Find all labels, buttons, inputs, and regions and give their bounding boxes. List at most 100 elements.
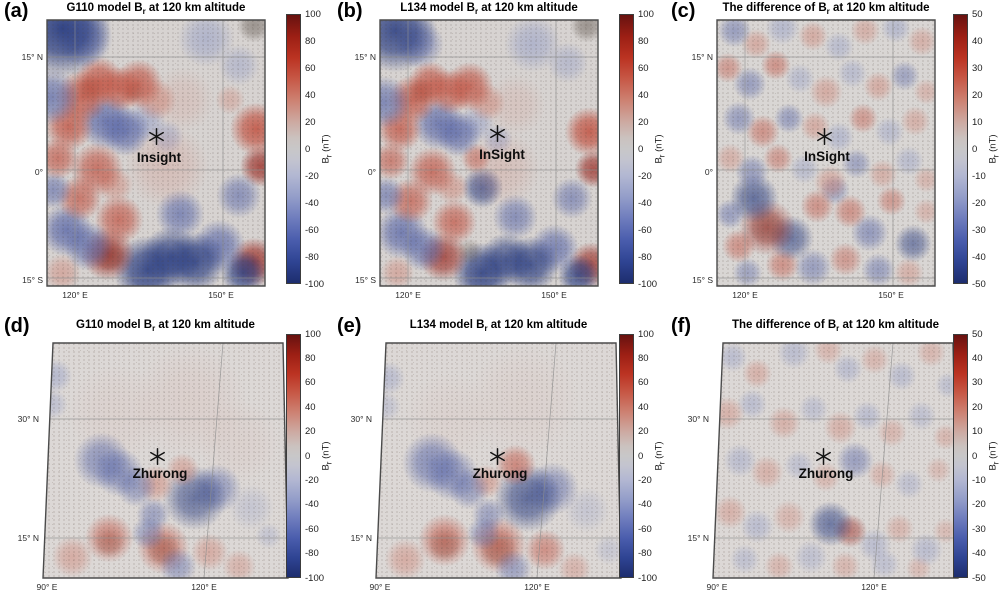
- colorbar-tick-label: -20: [972, 499, 986, 511]
- lon-tick-label: 120° E: [395, 290, 421, 300]
- lat-tick-label: 15° N: [350, 533, 372, 543]
- subscript-r: r: [474, 7, 479, 16]
- colorbar-axis-label: Br (nT): [321, 441, 334, 470]
- colorbar-tick-label: 60: [305, 377, 316, 389]
- panel-letter-label: (f): [671, 315, 691, 337]
- colorbar-tick-label: 100: [305, 8, 321, 20]
- landing-site-star-icon: [149, 128, 164, 145]
- panel-c: (c) The difference of Br at 120 km altitu…: [667, 0, 1000, 300]
- title-text: at 120 km altitude: [155, 319, 255, 331]
- landing-site-label: Zhurong: [472, 466, 528, 481]
- colorbar-tick-label: -50: [972, 278, 986, 290]
- lat-tick-label: 15° N: [21, 52, 43, 62]
- colorbar-tick-label: 60: [305, 62, 316, 74]
- title-text: G110 model B: [66, 2, 143, 14]
- colorbar-tick-label: 100: [638, 8, 654, 20]
- subscript-r: r: [152, 324, 156, 333]
- colorbar: [286, 14, 301, 284]
- title-text: B: [987, 464, 999, 471]
- title-text: The difference of B: [732, 319, 837, 331]
- map-field: [713, 343, 958, 578]
- colorbar-tick-label: 40: [638, 89, 649, 101]
- colorbar-tick-label: -50: [972, 572, 986, 584]
- subscript-r: r: [836, 324, 840, 333]
- colorbar-tick-label: -40: [972, 548, 986, 560]
- title-text: (nT): [987, 441, 999, 462]
- lon-tick-label: 120° E: [191, 582, 217, 592]
- colorbar-axis-label: Br (nT): [988, 441, 1000, 470]
- title-text: at 120 km altitude: [145, 2, 246, 14]
- colorbar-tick-label: -30: [972, 224, 986, 236]
- lat-tick-label: 30° N: [350, 414, 372, 424]
- colorbar-tick-label: 100: [305, 328, 321, 340]
- colorbar-tick-label: -30: [972, 523, 986, 535]
- title-text: B: [653, 464, 665, 471]
- colorbar-tick-label: -40: [638, 499, 652, 511]
- colorbar-tick-label: 80: [305, 352, 316, 364]
- colorbar-tick-label: 40: [972, 35, 983, 47]
- panel-title: G110 model Br at 120 km altitude: [76, 319, 255, 333]
- title-text: (nT): [987, 134, 999, 155]
- grid-and-border-overlay: [379, 19, 599, 287]
- colorbar-tick-label: -10: [972, 474, 986, 486]
- colorbar-axis-label: Br (nT): [654, 134, 667, 163]
- subscript-r: r: [484, 324, 488, 333]
- colorbar-tick-label: -80: [305, 548, 319, 560]
- colorbar-tick-label: -60: [638, 224, 652, 236]
- title-text: at 120 km altitude: [487, 319, 588, 331]
- title-text: B: [987, 157, 999, 164]
- colorbar-tick-label: 0: [305, 143, 311, 155]
- colorbar-tick-label: 40: [638, 401, 649, 413]
- colorbar-tick-label: 20: [972, 401, 983, 413]
- grid-and-border-overlay: [42, 342, 289, 579]
- lat-tick-label: 15° S: [22, 275, 43, 285]
- landing-site-star-icon: [490, 448, 505, 465]
- colorbar-axis-label: Br (nT): [321, 134, 334, 163]
- colorbar-tick-label: 50: [972, 8, 983, 20]
- title-text: at 120 km altitude: [839, 319, 939, 331]
- lat-tick-label: 30° N: [687, 414, 709, 424]
- colorbar-tick-label: 80: [638, 352, 649, 364]
- lat-tick-label: 15° N: [17, 533, 39, 543]
- colorbar-tick-label: 0: [972, 143, 978, 155]
- map: Zhurong: [375, 342, 622, 579]
- colorbar-tick-label: -40: [972, 251, 986, 263]
- colorbar-tick-label: -20: [638, 170, 652, 182]
- landing-site-label: InSight: [804, 149, 850, 164]
- panel-f: (f) The difference of Br at 120 km altitu…: [667, 310, 1000, 595]
- colorbar-tick-label: -20: [305, 474, 319, 486]
- colorbar-tick-label: -10: [972, 170, 986, 182]
- subscript-r: r: [657, 461, 667, 465]
- landing-site-label: Zhurong: [132, 466, 188, 481]
- lat-tick-label: 15° N: [691, 52, 713, 62]
- colorbar-tick-label: -40: [305, 197, 319, 209]
- title-text: B: [320, 157, 332, 164]
- title-text: (nT): [653, 441, 665, 462]
- colorbar-tick-label: -80: [305, 251, 319, 263]
- colorbar-axis-label: Br (nT): [988, 134, 1000, 163]
- lat-tick-label: 0°: [367, 167, 376, 177]
- colorbar-tick-label: -60: [638, 523, 652, 535]
- colorbar-tick-label: 0: [972, 450, 978, 462]
- colorbar-tick-label: 0: [638, 143, 644, 155]
- panel-b: (b) L134 model Br at 120 km altitude InSig…: [333, 0, 667, 300]
- lat-tick-label: 30° N: [17, 414, 39, 424]
- colorbar-tick-label: 20: [305, 426, 316, 438]
- colorbar-tick-label: 40: [972, 352, 983, 364]
- colorbar-tick-label: -100: [305, 278, 325, 290]
- title-text: L134 model B: [400, 2, 475, 14]
- panel-d: (d) G110 model Br at 120 km altitude Zhuro…: [0, 310, 334, 595]
- map: InSight: [716, 19, 936, 287]
- map-field: [376, 343, 621, 578]
- colorbar-tick-label: 30: [972, 377, 983, 389]
- lon-tick-label: 150° E: [878, 290, 904, 300]
- colorbar-tick-label: -60: [305, 224, 319, 236]
- map: Zhurong: [42, 342, 289, 579]
- colorbar-tick-label: -60: [305, 523, 319, 535]
- panel-letter-label: (b): [337, 0, 363, 22]
- subscript-r: r: [991, 461, 1000, 465]
- colorbar: [286, 334, 301, 578]
- lon-tick-label: 90° E: [369, 582, 391, 592]
- colorbar-tick-label: 40: [305, 401, 316, 413]
